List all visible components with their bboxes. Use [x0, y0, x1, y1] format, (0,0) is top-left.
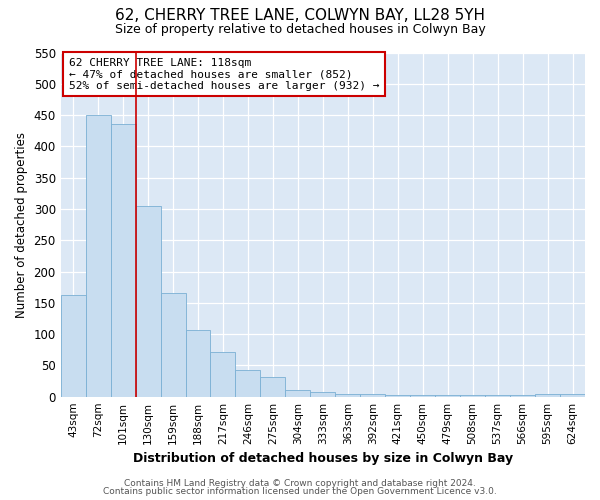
Text: 62 CHERRY TREE LANE: 118sqm
← 47% of detached houses are smaller (852)
52% of se: 62 CHERRY TREE LANE: 118sqm ← 47% of det… — [68, 58, 379, 91]
Bar — [560, 394, 585, 396]
X-axis label: Distribution of detached houses by size in Colwyn Bay: Distribution of detached houses by size … — [133, 452, 513, 465]
Bar — [535, 394, 560, 396]
Text: 62, CHERRY TREE LANE, COLWYN BAY, LL28 5YH: 62, CHERRY TREE LANE, COLWYN BAY, LL28 5… — [115, 8, 485, 22]
Bar — [161, 294, 185, 397]
Bar — [235, 370, 260, 396]
Bar — [86, 115, 110, 396]
Bar — [211, 352, 235, 397]
Text: Size of property relative to detached houses in Colwyn Bay: Size of property relative to detached ho… — [115, 22, 485, 36]
Bar — [360, 394, 385, 396]
Bar — [335, 394, 360, 396]
Bar — [286, 390, 310, 396]
Bar — [61, 296, 86, 396]
Bar — [185, 330, 211, 396]
Bar — [110, 124, 136, 396]
Y-axis label: Number of detached properties: Number of detached properties — [15, 132, 28, 318]
Bar — [310, 392, 335, 396]
Text: Contains public sector information licensed under the Open Government Licence v3: Contains public sector information licen… — [103, 487, 497, 496]
Bar — [260, 376, 286, 396]
Text: Contains HM Land Registry data © Crown copyright and database right 2024.: Contains HM Land Registry data © Crown c… — [124, 478, 476, 488]
Bar — [136, 206, 161, 396]
